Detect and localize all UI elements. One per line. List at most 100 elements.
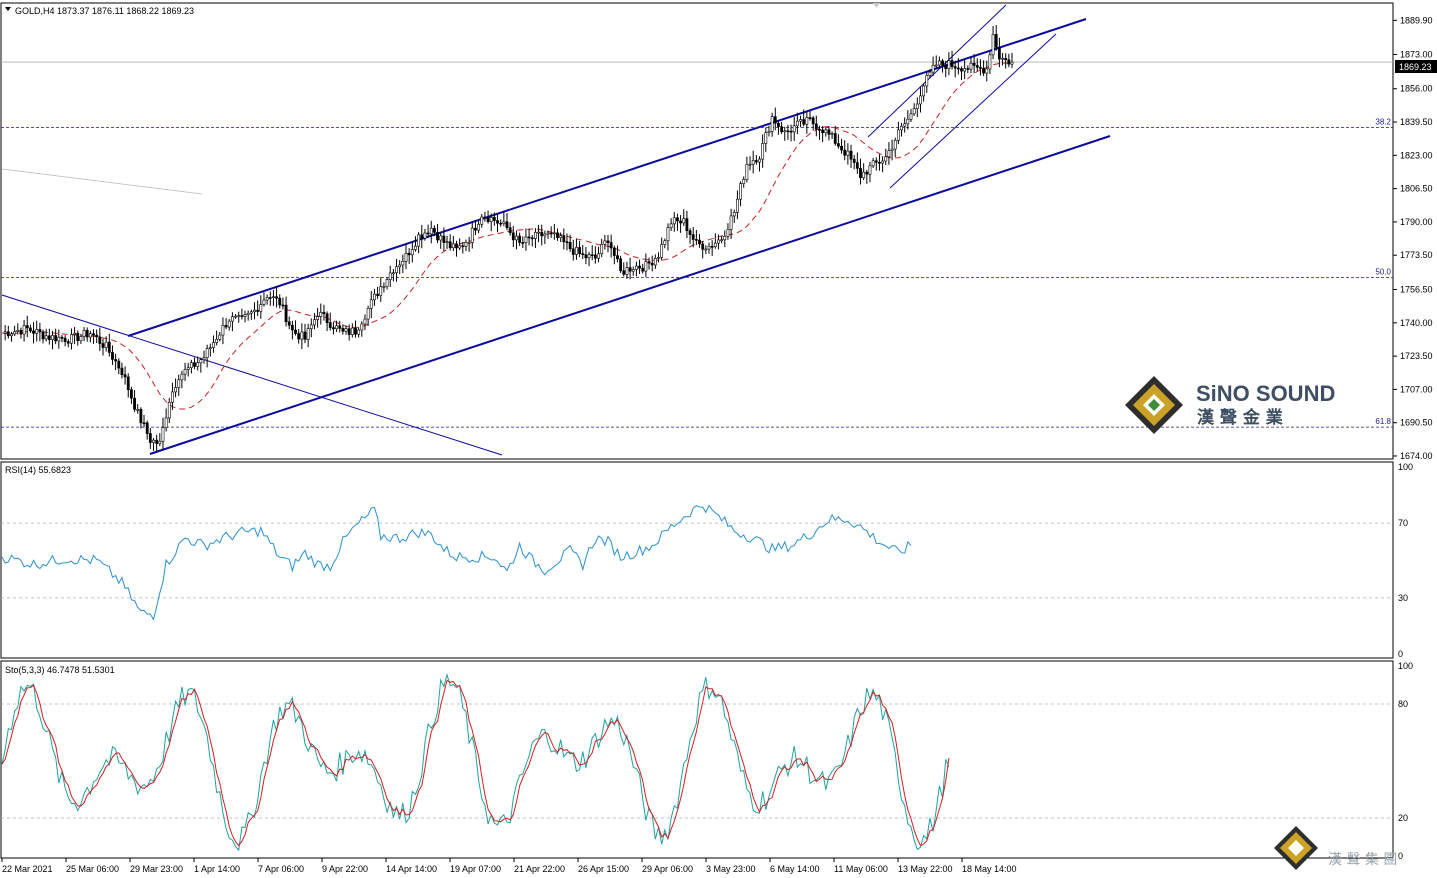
candle-body	[29, 327, 32, 332]
candle-body	[120, 367, 124, 376]
stoch-pane[interactable]	[0, 660, 1394, 859]
candle-body	[79, 336, 83, 342]
rsi-axis-label: 70	[1398, 518, 1408, 528]
candle-body	[212, 342, 215, 348]
candle-body	[581, 253, 585, 255]
time-axis-label: 1 Apr 14:00	[194, 864, 240, 874]
candles	[3, 25, 1014, 452]
candle-body	[139, 409, 143, 424]
candle-body	[821, 129, 825, 134]
stoch-signal-line	[1, 679, 950, 847]
gray-trend-line[interactable]	[1, 168, 203, 195]
candle-body	[202, 357, 206, 360]
candle-body	[641, 267, 645, 272]
candle-body	[366, 308, 370, 320]
candle-body	[571, 248, 575, 255]
candle-body	[575, 247, 578, 255]
candle-body	[878, 162, 881, 164]
candle-body	[489, 217, 493, 222]
price-axis-label: 1707.00	[1400, 384, 1433, 394]
chevron-down-icon[interactable]	[5, 7, 11, 11]
candle-body	[915, 103, 919, 109]
candle-body	[862, 171, 866, 179]
candle-body	[562, 235, 566, 243]
candle-body	[546, 232, 550, 235]
candle-body	[341, 328, 345, 332]
candle-body	[941, 60, 944, 66]
candle-body	[319, 311, 323, 317]
candle-body	[455, 243, 458, 249]
candle-body	[549, 232, 553, 235]
main-pane-border	[0, 2, 1394, 460]
downtrend-line[interactable]	[1, 294, 503, 456]
candle-body	[748, 163, 752, 166]
candle-body	[903, 123, 907, 127]
channel-lower-line[interactable]	[149, 135, 1111, 455]
candle-body	[928, 71, 932, 76]
candle-body	[754, 160, 758, 163]
rsi-pane[interactable]	[0, 461, 1394, 659]
candle-body	[922, 85, 926, 97]
candle-body	[871, 160, 875, 167]
minor-channel-upper[interactable]	[867, 4, 1007, 138]
rsi-axis-label: 0	[1398, 649, 1403, 659]
time-axis-label: 29 Mar 23:00	[130, 864, 183, 874]
shift-marker-icon[interactable]	[873, 3, 880, 8]
candle-body	[852, 158, 856, 163]
candle-body	[751, 160, 755, 165]
candle-body	[306, 328, 310, 340]
candle-body	[764, 132, 768, 144]
candle-body	[95, 334, 99, 338]
candle-body	[445, 241, 449, 244]
price-axis-label: 1806.50	[1400, 184, 1433, 194]
candle-body	[458, 245, 462, 249]
candle-body	[811, 117, 815, 125]
time-axis-label: 29 Apr 06:00	[642, 864, 693, 874]
candle-body	[145, 422, 149, 434]
candle-body	[736, 198, 739, 213]
candle-body	[723, 235, 727, 241]
minor-channel-lower[interactable]	[889, 33, 1057, 189]
candle-body	[300, 331, 304, 340]
stoch-pane-border	[0, 660, 1394, 859]
candle-body	[669, 223, 673, 228]
candle-body	[701, 243, 705, 250]
channel-upper-line[interactable]	[127, 18, 1087, 337]
candle-body	[464, 242, 468, 247]
candle-body	[19, 330, 23, 335]
candle-body	[347, 328, 351, 335]
candle-body	[136, 409, 140, 411]
logo-diamond-core	[1148, 399, 1160, 411]
candle-body	[180, 373, 184, 381]
candle-body	[117, 360, 121, 369]
candle-body	[818, 128, 821, 131]
candle-body	[275, 296, 278, 299]
candle-body	[152, 439, 155, 443]
candle-body	[429, 227, 433, 235]
candle-body	[492, 217, 496, 221]
time-axis-label: 25 Mar 06:00	[66, 864, 119, 874]
time-axis-label: 14 Apr 14:00	[386, 864, 437, 874]
candle-body	[979, 67, 982, 69]
candle-body	[912, 108, 916, 115]
candle-body	[887, 150, 891, 158]
candle-body	[360, 323, 364, 331]
candle-body	[511, 232, 515, 241]
candle-body	[792, 125, 796, 133]
candle-body	[657, 257, 660, 259]
candle-body	[515, 235, 518, 241]
time-axis-label: 9 Apr 22:00	[322, 864, 368, 874]
candle-body	[391, 272, 395, 275]
candle-body	[423, 232, 427, 239]
candle-body	[82, 330, 86, 337]
candle-body	[474, 227, 477, 231]
trend-channels[interactable]	[1, 4, 1111, 456]
candle-body	[761, 143, 765, 160]
price-axis-label: 1674.00	[1400, 451, 1433, 461]
candle-body	[938, 60, 941, 66]
candle-body	[357, 329, 361, 335]
candle-body	[859, 168, 862, 179]
main-pane[interactable]	[0, 2, 1394, 460]
candle-body	[164, 417, 168, 428]
